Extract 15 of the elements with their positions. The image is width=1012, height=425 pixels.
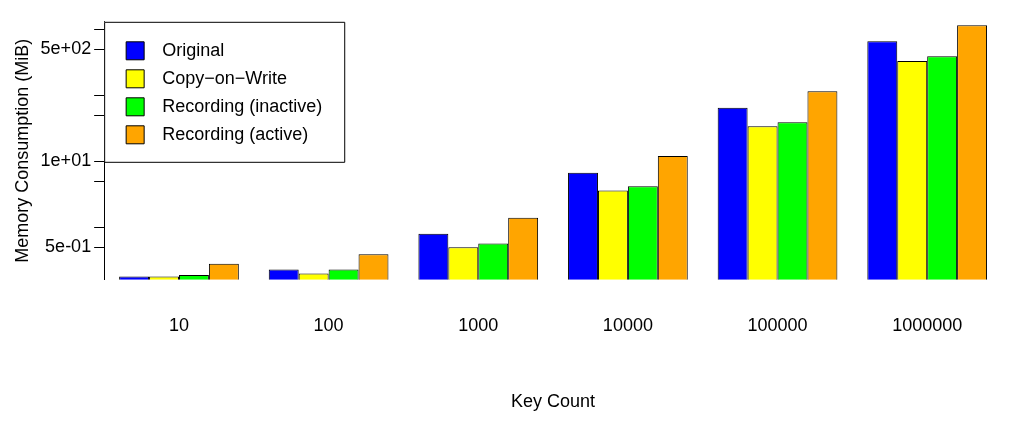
y-tick-label: 5e+02 [40,38,92,59]
legend-label: Recording (inactive) [162,95,323,116]
x-tick-label: 100 [313,314,344,335]
y-axis-title: Memory Consumption (MiB) [11,38,32,263]
legend-label: Recording (active) [162,123,309,144]
legend-label: Original [162,39,225,60]
x-tick-label: 1000000 [892,314,963,335]
x-tick-label: 10 [168,314,189,335]
x-tick-label: 100000 [747,314,808,335]
y-tick-label: 1e+01 [40,150,92,171]
x-tick-label: 1000 [458,314,499,335]
y-tick-label: 5e-01 [45,236,92,257]
x-tick-label: 10000 [602,314,653,335]
x-axis-title: Key Count [511,391,596,412]
legend-label: Copy−on−Write [162,67,287,88]
